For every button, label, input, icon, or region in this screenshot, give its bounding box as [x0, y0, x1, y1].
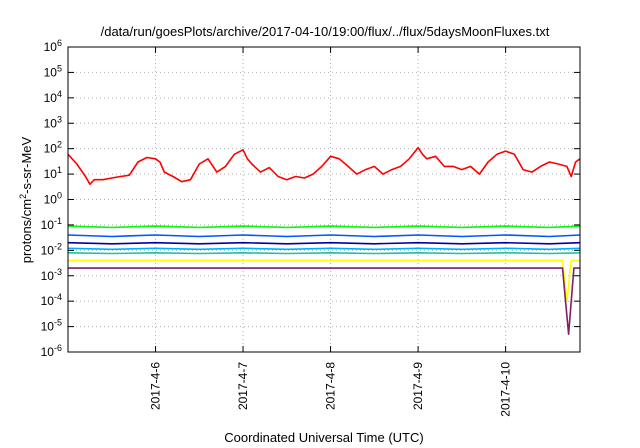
- y-tick-label-base: 10: [41, 320, 55, 334]
- y-tick-label-exponent: -4: [54, 292, 62, 302]
- y-tick-label-base: 10: [41, 269, 55, 283]
- y-tick-label-exponent: -5: [54, 318, 62, 328]
- x-axis-label: Coordinated Universal Time (UTC): [224, 430, 423, 445]
- y-axis-label-rest: -s-sr-MeV: [19, 136, 34, 193]
- y-tick-label-exponent: 4: [57, 89, 62, 99]
- y-tick-label-exponent: 1: [57, 165, 62, 175]
- y-tick-label-base: 10: [41, 243, 55, 257]
- series-line-4: [67, 241, 581, 245]
- y-tick-label: 10-3: [41, 267, 62, 283]
- series-group: [67, 146, 581, 335]
- y-tick-label: 106: [44, 38, 62, 54]
- y-tick-label: 10-5: [41, 318, 62, 334]
- y-tick-label-exponent: -2: [54, 241, 62, 251]
- ticks: 10-610-510-410-310-210-11001011021031041…: [41, 38, 580, 417]
- y-tick-label-exponent: 3: [57, 114, 62, 124]
- x-tick-label: 2017-4-10: [499, 362, 513, 417]
- y-tick-label: 10-4: [41, 292, 62, 308]
- y-tick-label-base: 10: [44, 116, 58, 130]
- y-tick-label-base: 10: [44, 40, 58, 54]
- chart-title: /data/run/goesPlots/archive/2017-04-10/1…: [101, 24, 550, 39]
- grid: [68, 47, 580, 352]
- x-tick-label: 2017-4-8: [324, 362, 338, 410]
- y-tick-label-exponent: -3: [54, 267, 62, 277]
- series-line-8: [68, 267, 580, 335]
- y-tick-label-exponent: 0: [57, 191, 62, 201]
- y-tick-label: 102: [44, 140, 62, 156]
- x-tick-label: 2017-4-6: [149, 362, 163, 410]
- y-tick-label: 101: [44, 165, 62, 181]
- series-line-6: [67, 252, 581, 255]
- y-tick-label: 10-2: [41, 241, 62, 257]
- y-tick-label: 10-1: [41, 216, 62, 232]
- y-tick-label-base: 10: [44, 167, 58, 181]
- y-tick-label-base: 10: [41, 218, 55, 232]
- y-tick-label-base: 10: [41, 294, 55, 308]
- y-tick-label-exponent: 2: [57, 140, 62, 150]
- y-tick-label: 100: [44, 191, 62, 207]
- y-axis-label-main: protons/cm: [19, 199, 34, 263]
- y-tick-label-exponent: 5: [57, 63, 62, 73]
- y-tick-label-base: 10: [44, 193, 58, 207]
- y-tick-label: 103: [44, 114, 62, 130]
- series-line-5: [67, 247, 581, 251]
- y-tick-label-exponent: -6: [54, 343, 62, 353]
- y-tick-label-exponent: -1: [54, 216, 62, 226]
- y-tick-label: 105: [44, 63, 62, 79]
- series-line-2: [67, 225, 581, 229]
- y-tick-label-base: 10: [44, 91, 58, 105]
- plot-frame: [67, 46, 581, 353]
- x-tick-label: 2017-4-9: [411, 362, 425, 410]
- y-tick-label: 10-6: [41, 343, 62, 359]
- x-tick-label: 2017-4-7: [236, 362, 250, 410]
- y-tick-label-base: 10: [44, 142, 58, 156]
- y-tick-label: 104: [44, 89, 62, 105]
- y-tick-label-base: 10: [41, 345, 55, 359]
- y-axis-label-sup: 2: [18, 194, 28, 199]
- y-tick-label-base: 10: [44, 65, 58, 79]
- series-line-3: [67, 234, 581, 238]
- y-tick-label-exponent: 6: [57, 38, 62, 48]
- series-line-1: [67, 146, 581, 185]
- series-line-7: [68, 259, 580, 302]
- y-axis-label: protons/cm2-s-sr-MeV: [18, 136, 34, 263]
